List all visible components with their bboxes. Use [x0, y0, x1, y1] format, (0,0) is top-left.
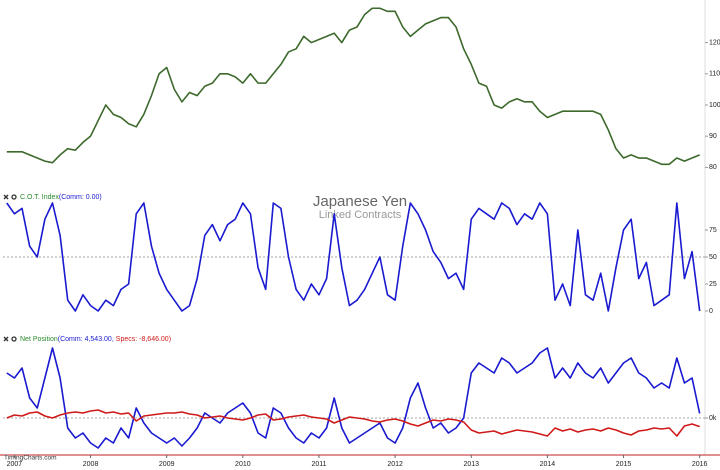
indicator-header: C.O.T. Index(Comm: 0.00)	[20, 194, 102, 201]
x-tick-label: 2013	[463, 461, 479, 468]
y-tick-label: 25	[709, 281, 717, 288]
watermark-title: Japanese Yen	[313, 193, 407, 210]
series-line	[6, 7, 700, 166]
source-label: TimingCharts.com	[4, 455, 57, 462]
y-tick-label: 75	[709, 227, 717, 234]
series-legend: (Comm: 4,543.00,	[58, 336, 114, 343]
settings-icon[interactable]	[11, 336, 17, 342]
y-tick-label: 0k	[709, 415, 717, 422]
series-line	[6, 202, 701, 312]
indicator-name: Net Position	[20, 336, 58, 343]
indicator-header: Net Position(Comm: 4,543.00, Specs: -8,64…	[20, 336, 171, 343]
x-tick-label: 2008	[83, 461, 99, 468]
x-tick-label: 2009	[159, 461, 175, 468]
x-tick-label: 2016	[692, 461, 708, 468]
settings-icon[interactable]	[11, 194, 17, 200]
x-tick-label: 2011	[311, 461, 326, 468]
y-tick-label: 0	[709, 308, 713, 315]
y-tick-label: 90	[709, 133, 717, 140]
net-icons[interactable]	[3, 336, 17, 342]
series-legend: (Comm: 0.00)	[59, 194, 102, 201]
y-tick-label: 100	[709, 102, 720, 109]
y-tick-label: 50	[709, 254, 717, 261]
series-line	[6, 347, 701, 449]
y-tick-label: 120	[709, 39, 720, 46]
x-tick-label: 2012	[387, 461, 403, 468]
x-tick-label: 2007	[7, 461, 23, 468]
indicator-name: C.O.T. Index	[20, 194, 59, 201]
cot-icons[interactable]	[3, 194, 17, 200]
close-icon[interactable]	[3, 194, 9, 200]
y-tick-label: 110	[709, 71, 720, 78]
x-tick-label: 2010	[235, 461, 251, 468]
watermark-subtitle: Linked Contracts	[319, 209, 402, 221]
series-line	[6, 409, 700, 437]
close-icon[interactable]	[3, 336, 9, 342]
y-tick-label: 80	[709, 164, 717, 171]
x-tick-label: 2014	[540, 461, 556, 468]
x-tick-label: 2015	[616, 461, 632, 468]
series-legend: Specs: -8,646.00)	[116, 336, 171, 343]
